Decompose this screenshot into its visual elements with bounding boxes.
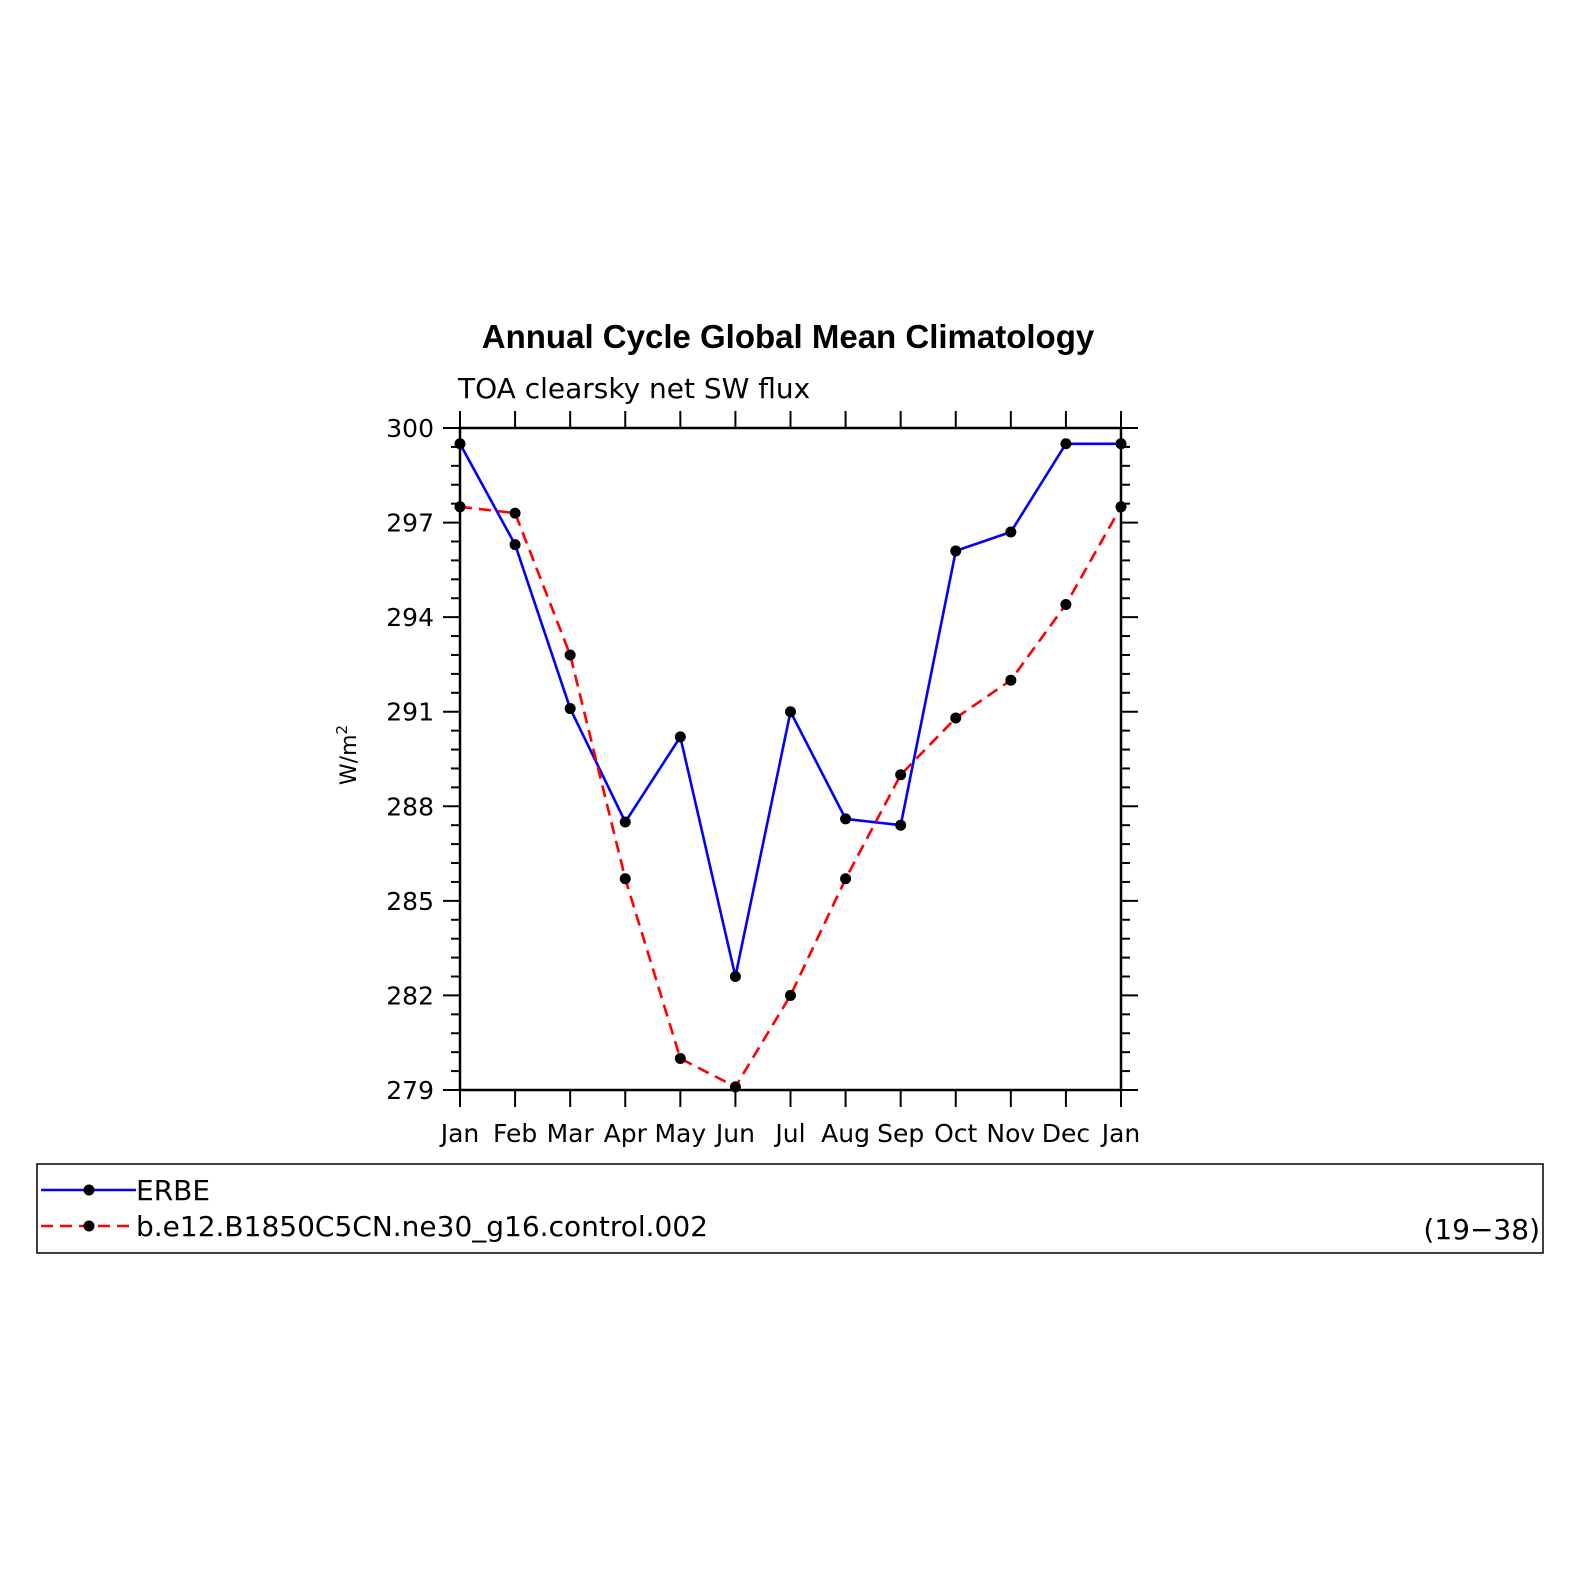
- series-1-point: [785, 706, 796, 718]
- series-1-point: [1005, 526, 1017, 538]
- y-tick-label: 288: [386, 792, 434, 821]
- series-1-point: [895, 819, 907, 831]
- legend-marker-2: [83, 1220, 95, 1232]
- series-layer: [454, 438, 1127, 1093]
- y-tick-label: 297: [386, 509, 434, 538]
- legend-box: [36, 1163, 1544, 1254]
- y-tick-label: 300: [386, 414, 434, 443]
- series-1-point: [950, 545, 962, 557]
- series-2-point: [564, 649, 576, 661]
- legend-note: (19−38): [1423, 1213, 1540, 1246]
- series-1-point: [1115, 438, 1127, 450]
- series-1-point: [619, 816, 631, 828]
- x-tick-label: Feb: [493, 1119, 537, 1148]
- y-tick-label: 279: [386, 1076, 434, 1105]
- legend-marker-1: [83, 1184, 95, 1196]
- series-2-point: [729, 1081, 741, 1093]
- series-2-point: [895, 769, 907, 781]
- x-tick-label: Apr: [604, 1119, 648, 1148]
- x-tick-label: Aug: [821, 1119, 870, 1148]
- x-tick-label: Nov: [986, 1119, 1035, 1148]
- series-1-point: [674, 731, 686, 743]
- x-tick-label: Sep: [877, 1119, 924, 1148]
- series-2-point: [1115, 501, 1127, 513]
- series-2-point: [619, 873, 631, 885]
- chart-title: Annual Cycle Global Mean Climatology: [482, 318, 1095, 355]
- series-2-point: [1060, 599, 1072, 611]
- y-tick-label: 282: [386, 981, 434, 1010]
- x-tick-label: Jan: [439, 1119, 480, 1148]
- legend-label-2: b.e12.B1850C5CN.ne30_g16.control.002: [136, 1210, 708, 1243]
- series-1-point: [1060, 438, 1072, 450]
- series-1-point: [729, 971, 741, 983]
- legend: ERBEb.e12.B1850C5CN.ne30_g16.control.002…: [36, 1163, 1544, 1254]
- series-2-point: [454, 501, 466, 513]
- chart-subtitle: TOA clearsky net SW flux: [457, 372, 810, 405]
- x-tick-label: Oct: [934, 1119, 977, 1148]
- series-1-point: [509, 539, 521, 551]
- x-tick-label: Jan: [1100, 1119, 1141, 1148]
- series-1-point: [840, 813, 852, 825]
- x-tick-label: Dec: [1042, 1119, 1090, 1148]
- x-tick-label: Jun: [714, 1119, 755, 1148]
- series-2-point: [674, 1052, 686, 1064]
- series-1-point: [564, 703, 576, 715]
- axes: 279 282 285 288 291 294 297 300 Jan Feb Mar Apr May J…: [386, 411, 1140, 1148]
- legend-label-1: ERBE: [136, 1174, 210, 1207]
- x-tick-label: Mar: [547, 1119, 595, 1148]
- series-1-point: [454, 438, 466, 450]
- series-2-point: [840, 873, 852, 885]
- series-2-point: [785, 989, 796, 1001]
- y-tick-label: 285: [386, 887, 434, 916]
- y-tick-label: 291: [386, 698, 434, 727]
- series-2-point: [950, 712, 962, 724]
- series-2-point: [509, 507, 521, 519]
- series-2-point: [1005, 674, 1017, 686]
- x-tick-label: Jul: [773, 1119, 805, 1148]
- x-tick-label: May: [654, 1119, 706, 1148]
- y-tick-label: 294: [386, 603, 434, 632]
- y-axis-label: W/m2: [333, 725, 362, 785]
